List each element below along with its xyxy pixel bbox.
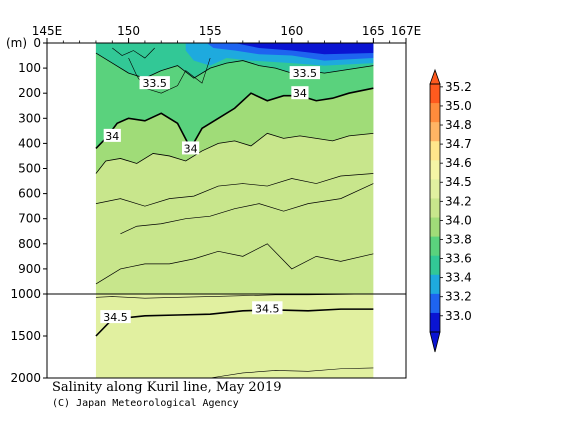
contour-label-3: 34 <box>105 130 119 143</box>
y-tick-label-upper-4: 400 <box>18 136 41 150</box>
colorbar-label-11: 33.2 <box>445 290 472 304</box>
colorbar-label-5: 34.5 <box>445 175 472 189</box>
colorbar-swatch-9 <box>430 255 440 276</box>
contour-34-55 <box>210 367 374 379</box>
y-tick-label-lower-1: 1500 <box>10 329 41 343</box>
axes-layer: 145E 150 155 160 165 167E 0 100 200 300 400 500 600 7… <box>6 24 421 385</box>
y-tick-label-upper-0: 0 <box>33 36 41 50</box>
contour-34-3 <box>95 173 374 207</box>
colorbar-label-3: 34.7 <box>445 137 472 151</box>
region-surface-freshest <box>234 43 374 55</box>
contour-label-bg-3 <box>103 128 121 142</box>
y-axis-unit-label: (m) <box>6 36 27 50</box>
colorbar-swatch-8 <box>430 236 440 257</box>
colorbar-label-4: 34.6 <box>445 156 472 170</box>
contour-lines-layer <box>95 47 374 379</box>
colorbar-label-6: 34.2 <box>445 194 472 208</box>
colorbar-label-10: 33.4 <box>445 271 472 285</box>
contour-label-bg-6 <box>252 301 283 315</box>
colorbar-swatch-5 <box>430 179 440 199</box>
y-tick-label-upper-5: 500 <box>18 162 41 176</box>
contour-label-4: 34 <box>184 142 198 155</box>
colorbar-label-7: 34.0 <box>445 213 472 227</box>
contour-34-4 <box>95 243 374 285</box>
contour-label-bg-4 <box>182 141 200 155</box>
x-tick-label-4: 165 <box>362 24 385 38</box>
colorbar-label-2: 34.8 <box>445 118 472 132</box>
colorbar-label-0: 35.2 <box>445 80 472 94</box>
colorbar-swatch-12 <box>430 312 440 333</box>
colorbar-label-12: 33.0 <box>445 309 472 323</box>
x-tick-label-5: 167E <box>391 24 422 38</box>
y-tick-label-upper-9: 900 <box>18 262 41 276</box>
contour-label-1: 33.5 <box>293 67 318 80</box>
colorbar-top-arrow <box>429 68 441 85</box>
contour-label-bg-2 <box>291 86 309 100</box>
contour-label-2: 34 <box>293 87 307 100</box>
y-tick-label-upper-8: 800 <box>18 237 41 251</box>
contour-34-45 <box>95 293 374 299</box>
contour-label-5: 34.5 <box>103 311 128 324</box>
colorbar-label-1: 35.0 <box>445 99 472 113</box>
y-tick-label-upper-10: 1000 <box>10 287 41 301</box>
chart-title: Salinity along Kuril line, May 2019 <box>52 380 282 395</box>
contour-33-7 <box>128 57 211 94</box>
y-tick-label-upper-6: 600 <box>18 187 41 201</box>
colorbar-swatch-1 <box>430 103 440 123</box>
y-tick-label-upper-2: 200 <box>18 86 41 100</box>
contour-label-bg-0 <box>139 76 170 90</box>
colorbar-bottom-arrow <box>429 331 441 353</box>
contour-label-bg-5 <box>100 310 131 324</box>
colorbar-swatch-7 <box>430 217 440 238</box>
contour-34-35 <box>120 183 374 235</box>
contour-label-bg-1 <box>289 66 321 80</box>
colorbar-swatch-3 <box>430 141 440 161</box>
contour-34-2 <box>95 132 374 174</box>
y-tick-label-upper-3: 300 <box>18 111 41 125</box>
contour-34-0 <box>95 87 374 151</box>
colorbar-label-8: 33.8 <box>445 232 472 246</box>
region-deep <box>95 294 374 378</box>
x-tick-label-2: 155 <box>199 24 222 38</box>
x-tick-label-3: 160 <box>280 24 303 38</box>
colorbar-swatch-10 <box>430 274 440 295</box>
y-tick-label-upper-1: 100 <box>18 61 41 75</box>
contour-labels-layer: 33.5 33.5 34 34 34 34.5 34.5 <box>100 66 321 324</box>
x-tick-label-0: 145E <box>32 24 63 38</box>
contour-label-0: 33.5 <box>142 77 167 90</box>
contour-label-6: 34.5 <box>255 302 280 315</box>
colorbar-swatch-0 <box>430 84 440 104</box>
y-tick-label-upper-7: 700 <box>18 212 41 226</box>
colorbar-swatch-4 <box>430 160 440 180</box>
colorbar-label-9: 33.6 <box>445 252 472 266</box>
y-tick-label-lower-2: 2000 <box>10 371 41 385</box>
colorbar-swatch-2 <box>430 122 440 142</box>
contour-33-6 <box>112 47 155 59</box>
colorbar-frame <box>429 83 441 333</box>
colorbar-swatch-11 <box>430 293 440 314</box>
colorbar: 35.2 35.0 34.8 34.7 34.6 34.5 34.2 34.0 33.8 33.6… <box>429 68 472 353</box>
colorbar-swatch-6 <box>430 198 440 219</box>
x-tick-label-1: 150 <box>117 24 140 38</box>
chart-credit: (C) Japan Meteorological Agency <box>52 398 239 409</box>
salinity-fill-layer <box>95 43 374 378</box>
